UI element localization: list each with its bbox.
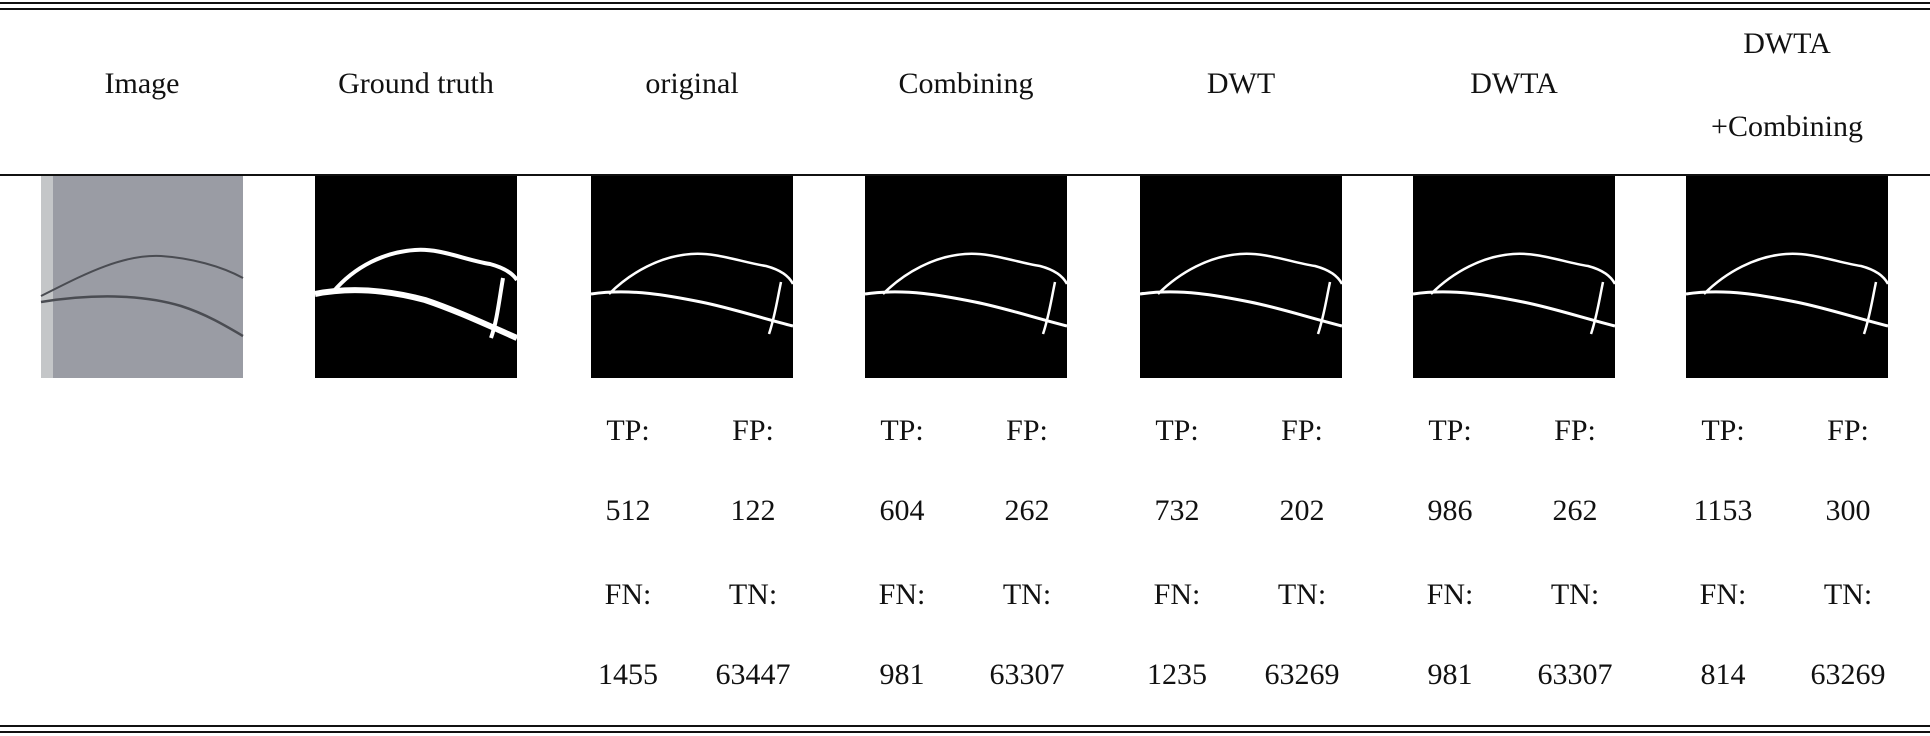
metric-value: 300 (1826, 494, 1871, 527)
column-header: DWTA (1743, 27, 1831, 60)
input-image (40, 176, 244, 378)
metric-value: 981 (1428, 658, 1473, 691)
metric-label: TP: (1155, 414, 1198, 447)
metric-value: 732 (1155, 494, 1200, 527)
metric-label: TN: (1824, 578, 1872, 611)
metric-value: 202 (1280, 494, 1325, 527)
metric-label: FN: (879, 578, 926, 611)
metric-value: 814 (1701, 658, 1746, 691)
metric-value: 1153 (1694, 494, 1753, 527)
metric-label: TN: (729, 578, 777, 611)
column-header: Ground truth (338, 67, 494, 100)
metric-value: 262 (1005, 494, 1050, 527)
metric-label: TP: (1428, 414, 1471, 447)
ground-truth-image (315, 176, 517, 378)
metric-value: 1455 (598, 658, 658, 691)
column-header: Image (105, 67, 180, 100)
result-image (1684, 176, 1890, 378)
metric-label: TN: (1551, 578, 1599, 611)
metric-label: TP: (880, 414, 923, 447)
metric-label: FP: (1827, 414, 1869, 447)
metric-label: FN: (605, 578, 652, 611)
metric-label: FP: (1006, 414, 1048, 447)
metric-value: 63447 (716, 658, 791, 691)
metric-label: FN: (1427, 578, 1474, 611)
metric-label: FP: (732, 414, 774, 447)
metric-value: 63307 (1538, 658, 1613, 691)
metric-label: TP: (606, 414, 649, 447)
column-header: original (645, 67, 738, 100)
metric-label: FP: (1554, 414, 1596, 447)
metric-value: 63269 (1811, 658, 1886, 691)
metric-label: FN: (1700, 578, 1747, 611)
metric-value: 604 (880, 494, 925, 527)
metric-value: 986 (1428, 494, 1473, 527)
metric-label: TP: (1701, 414, 1744, 447)
column-header: +Combining (1711, 110, 1863, 143)
result-image (589, 176, 795, 378)
metric-label: FP: (1281, 414, 1323, 447)
result-image (1411, 176, 1617, 378)
metric-value: 63307 (990, 658, 1065, 691)
column-header: DWTA (1470, 67, 1558, 100)
metric-label: TN: (1003, 578, 1051, 611)
metric-label: TN: (1278, 578, 1326, 611)
metric-value: 512 (606, 494, 651, 527)
result-image (863, 176, 1069, 378)
metric-value: 981 (880, 658, 925, 691)
column-header: Combining (898, 67, 1033, 100)
metric-value: 1235 (1147, 658, 1207, 691)
metric-value: 262 (1553, 494, 1598, 527)
metric-value: 63269 (1265, 658, 1340, 691)
column-header: DWT (1207, 67, 1275, 100)
result-image (1138, 176, 1344, 378)
metric-value: 122 (731, 494, 776, 527)
metric-label: FN: (1154, 578, 1201, 611)
